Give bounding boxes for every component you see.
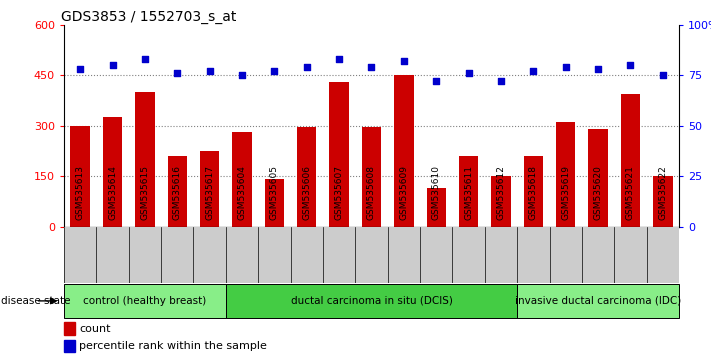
Bar bbox=[589, 129, 608, 227]
Text: invasive ductal carcinoma (IDC): invasive ductal carcinoma (IDC) bbox=[515, 296, 681, 306]
Point bbox=[496, 79, 507, 84]
Bar bbox=[297, 127, 316, 227]
Bar bbox=[264, 179, 284, 227]
Bar bbox=[64, 340, 75, 352]
Point bbox=[75, 66, 86, 72]
Point bbox=[625, 62, 636, 68]
Bar bbox=[556, 122, 575, 227]
Point bbox=[139, 56, 151, 62]
Point bbox=[204, 68, 215, 74]
Bar bbox=[168, 156, 187, 227]
Bar bbox=[459, 156, 479, 227]
Bar bbox=[103, 117, 122, 227]
FancyBboxPatch shape bbox=[517, 284, 679, 318]
Point bbox=[301, 64, 312, 70]
Bar bbox=[70, 126, 90, 227]
Text: disease state: disease state bbox=[1, 296, 70, 306]
Point bbox=[171, 70, 183, 76]
Bar bbox=[64, 322, 75, 335]
Point bbox=[107, 62, 118, 68]
Point bbox=[431, 79, 442, 84]
Text: count: count bbox=[80, 324, 111, 333]
Bar bbox=[653, 176, 673, 227]
Bar bbox=[621, 94, 640, 227]
FancyBboxPatch shape bbox=[64, 284, 226, 318]
Bar bbox=[491, 176, 510, 227]
Point bbox=[333, 56, 345, 62]
Point bbox=[560, 64, 572, 70]
Bar bbox=[394, 75, 414, 227]
FancyBboxPatch shape bbox=[226, 284, 517, 318]
Point bbox=[463, 70, 474, 76]
Point bbox=[657, 73, 668, 78]
Text: control (healthy breast): control (healthy breast) bbox=[83, 296, 206, 306]
Bar bbox=[200, 151, 220, 227]
Text: ductal carcinoma in situ (DCIS): ductal carcinoma in situ (DCIS) bbox=[291, 296, 452, 306]
Point bbox=[592, 66, 604, 72]
Point bbox=[398, 58, 410, 64]
Point bbox=[269, 68, 280, 74]
Bar bbox=[523, 156, 543, 227]
Text: GDS3853 / 1552703_s_at: GDS3853 / 1552703_s_at bbox=[61, 10, 236, 24]
Point bbox=[365, 64, 377, 70]
Bar bbox=[135, 92, 154, 227]
Point bbox=[236, 73, 247, 78]
Bar bbox=[232, 132, 252, 227]
Bar bbox=[362, 127, 381, 227]
Text: percentile rank within the sample: percentile rank within the sample bbox=[80, 341, 267, 351]
Point bbox=[528, 68, 539, 74]
Bar bbox=[329, 82, 349, 227]
Bar bbox=[427, 188, 446, 227]
